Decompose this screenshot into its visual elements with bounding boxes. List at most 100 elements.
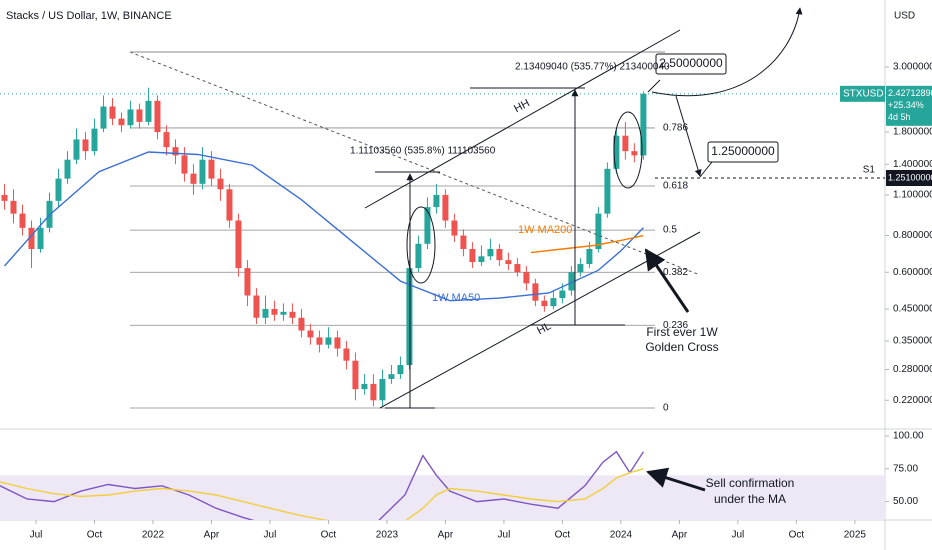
candle-body [550, 298, 557, 307]
candle-body [100, 106, 107, 129]
candle-body [361, 383, 368, 390]
line-series [3, 151, 644, 302]
candle-body [424, 207, 431, 244]
sell-note: Sell confirmation [706, 476, 795, 490]
x-tick-label: Oct [87, 530, 103, 541]
rsi-pane [0, 450, 885, 520]
trend-line [129, 51, 701, 276]
candle-body [28, 227, 35, 250]
candle-body [532, 283, 539, 301]
y-tick-label: 100.00 [893, 431, 924, 442]
candle-body [289, 311, 296, 318]
ellipse [406, 206, 436, 284]
candle-body [370, 383, 377, 401]
currency: USD [894, 11, 915, 22]
line-series [530, 234, 644, 254]
candle-body [271, 308, 278, 315]
price-tag-text: 2.42712890 [888, 88, 932, 98]
support-label: 1.25000000 [711, 144, 775, 158]
channel-upper [364, 29, 681, 209]
candle-body [640, 93, 647, 156]
candle-body [487, 249, 494, 257]
annotations: Stacks / US Dollar, 1W, BINANCE USD 2.50… [6, 10, 932, 541]
ma200-label: 1W MA200 [518, 224, 572, 236]
candle-body [496, 249, 503, 261]
y-tick-label: 75.00 [893, 463, 918, 474]
projection-line [675, 95, 702, 177]
candle-body [10, 200, 17, 214]
candle-body [217, 178, 224, 190]
target-label: 2.50000000 [659, 56, 723, 70]
golden-cross-note: First ever 1W [646, 325, 718, 339]
price-tag [886, 85, 932, 126]
candle-body [208, 159, 215, 179]
candle-body [505, 260, 512, 265]
measure-big: 2.13409040 (535.77%) 213400040 [515, 62, 670, 73]
x-tick-label: Oct [321, 530, 337, 541]
candle-body [460, 235, 467, 250]
x-tick-label: 2024 [610, 530, 633, 541]
candle-body [622, 135, 629, 152]
candle-body [469, 249, 476, 263]
x-tick-label: 2025 [844, 530, 867, 541]
candle-body [199, 159, 206, 184]
golden-cross-arrow [644, 248, 690, 313]
candle-body [595, 213, 602, 250]
symbol-tag-text: STXUSD [843, 88, 884, 99]
line-series [0, 450, 644, 520]
support-tag [886, 170, 932, 186]
candle-body [307, 330, 314, 338]
candle-body [325, 337, 332, 345]
fib-label: 0 [663, 403, 669, 414]
candle-body [181, 155, 188, 174]
support-name: S1 [863, 165, 876, 176]
x-tick-label: 2023 [376, 530, 399, 541]
candle-body [343, 348, 350, 361]
y-tick-label: 1.40000000 [893, 159, 932, 170]
candle-body [235, 220, 242, 269]
candle-body [145, 100, 152, 122]
candle-body [73, 139, 80, 160]
change-text: +25.34% [888, 100, 924, 110]
x-tick-label: Jul [30, 530, 43, 541]
candle-body [1, 194, 8, 201]
candle-body [397, 365, 404, 375]
candle-body [127, 109, 134, 126]
fib-label: 0.786 [663, 123, 688, 134]
candle-body [442, 194, 449, 221]
candle-body [163, 132, 170, 148]
ellipse [613, 111, 643, 189]
candle-body [109, 106, 116, 119]
y-tick-label: 50.00 [893, 496, 918, 507]
candle-body [316, 337, 323, 345]
x-tick-label: Jul [731, 530, 744, 541]
candle-body [91, 128, 98, 152]
chart-title: Stacks / US Dollar, 1W, BINANCE [6, 10, 172, 22]
candle-body [298, 317, 305, 331]
y-tick-label: 0.45000000 [893, 304, 932, 315]
candle-body [82, 139, 89, 152]
golden-cross-note: Golden Cross [645, 340, 718, 354]
candle-body [541, 300, 548, 307]
support-tag-text: 1.25100000 [888, 172, 932, 182]
candle-body [379, 378, 386, 401]
x-tick-label: Jul [498, 530, 511, 541]
fib-label: 0.5 [663, 225, 677, 236]
candle-body [118, 118, 125, 126]
candle-body [433, 194, 440, 208]
x-tick-label: Apr [672, 530, 688, 541]
target-box [655, 53, 727, 75]
candle-body [352, 360, 359, 390]
x-tick-label: Apr [204, 530, 220, 541]
candle-body [280, 311, 287, 315]
sell-note: under the MA [714, 492, 786, 506]
candle-body [523, 272, 530, 284]
candle-body [334, 337, 341, 349]
y-tick-label: 1.80000000 [893, 127, 932, 138]
x-tick-label: Oct [789, 530, 805, 541]
y-tick-label: 0.22000000 [893, 395, 932, 406]
candle-body [451, 220, 458, 236]
y-tick-label: 0.80000000 [893, 230, 932, 241]
fib-label: 0.382 [663, 267, 688, 278]
